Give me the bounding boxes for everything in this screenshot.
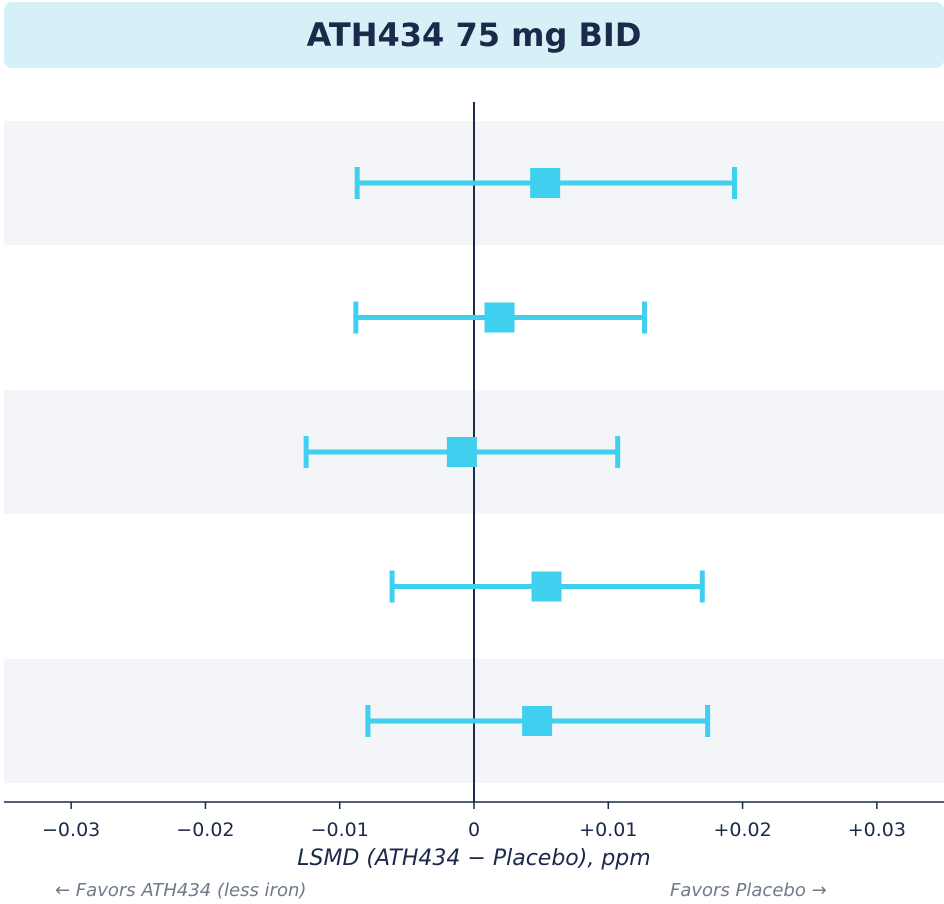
favors-left-label: ← Favors ATH434 (less iron) (55, 880, 307, 901)
point-estimate-marker (484, 302, 515, 333)
x-tick-label: +0.03 (848, 819, 906, 841)
chart-title-box: ATH434 75 mg BID (4, 2, 944, 68)
point-estimate-marker (530, 168, 561, 198)
x-tick-label: −0.02 (176, 819, 234, 841)
point-estimate-marker (531, 571, 562, 602)
point-estimate-marker (446, 437, 477, 467)
favors-right-label: Favors Placebo → (670, 880, 827, 901)
x-tick-label: +0.02 (713, 819, 771, 841)
x-axis-label: LSMD (ATH434 − Placebo), ppm (297, 846, 650, 871)
point-estimate-marker (522, 706, 553, 736)
x-tick-label: −0.03 (42, 819, 100, 841)
chart-title: ATH434 75 mg BID (306, 16, 642, 54)
x-tick-label: 0 (468, 819, 480, 841)
x-tick-label: +0.01 (579, 819, 637, 841)
x-tick-label: −0.01 (311, 819, 369, 841)
